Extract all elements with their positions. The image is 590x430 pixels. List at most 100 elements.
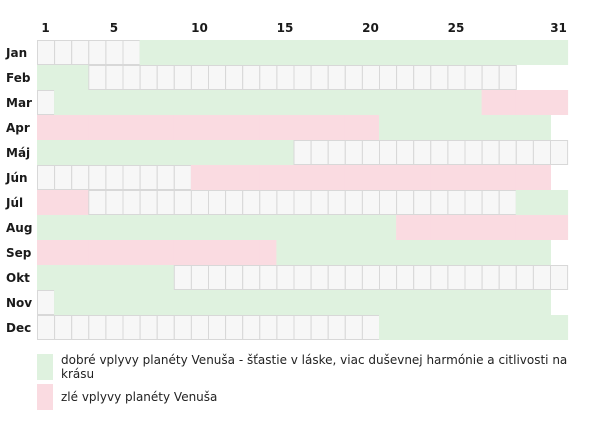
day-cell-good: [344, 90, 363, 115]
day-cell-neutral: [276, 65, 295, 90]
day-cell-good: [208, 40, 227, 65]
day-cell-neutral: [396, 190, 415, 215]
day-cell-neutral: [344, 265, 363, 290]
day-cell-good: [447, 290, 466, 315]
day-cell-good: [327, 40, 346, 65]
day-cell-good: [139, 40, 158, 65]
day-cell-good: [208, 90, 227, 115]
day-cell-good: [276, 40, 295, 65]
day-cell-good: [515, 190, 534, 215]
day-cell-good: [276, 215, 295, 240]
day-cell-neutral: [447, 190, 466, 215]
month-label: Mar: [6, 96, 32, 110]
day-cell-neutral: [464, 265, 483, 290]
day-cell-bad: [447, 165, 466, 190]
day-cell-good: [379, 115, 398, 140]
day-cell-neutral: [54, 315, 73, 340]
day-cell-good: [208, 140, 227, 165]
day-cell-neutral: [71, 40, 90, 65]
day-cell-bad: [173, 115, 192, 140]
day-cell-neutral: [310, 265, 329, 290]
day-cell-bad: [88, 240, 107, 265]
day-cell-good: [122, 90, 141, 115]
day-cell-good: [88, 140, 107, 165]
day-cell-good: [190, 215, 209, 240]
day-cell-bad: [310, 165, 329, 190]
day-cell-neutral: [173, 265, 192, 290]
day-cell-good: [344, 290, 363, 315]
day-cell-bad: [327, 115, 346, 140]
day-cell-neutral: [498, 65, 517, 90]
day-cell-bad: [37, 240, 56, 265]
day-cell-neutral: [498, 190, 517, 215]
day-cell-good: [481, 315, 500, 340]
day-cell-neutral: [122, 165, 141, 190]
day-cell-good: [327, 90, 346, 115]
legend-item-good: dobré vplyvy planéty Venuša - šťastie v …: [37, 353, 590, 381]
day-cell-bad: [71, 115, 90, 140]
day-cell-good: [293, 290, 312, 315]
day-cell-good: [464, 315, 483, 340]
day-tick-label: 10: [191, 21, 208, 35]
day-cell-neutral: [208, 315, 227, 340]
day-cell-bad: [327, 165, 346, 190]
day-cell-good: [208, 215, 227, 240]
day-cell-neutral: [139, 190, 158, 215]
day-cell-good: [122, 290, 141, 315]
day-cell-neutral: [259, 315, 278, 340]
day-cell-bad: [361, 165, 380, 190]
day-cell-good: [464, 40, 483, 65]
day-cell-good: [447, 315, 466, 340]
day-cell-bad: [515, 165, 534, 190]
day-cell-bad: [379, 165, 398, 190]
day-cell-good: [310, 215, 329, 240]
day-cell-neutral: [242, 65, 261, 90]
day-cell-good: [225, 40, 244, 65]
day-cell-good: [54, 215, 73, 240]
day-cell-bad: [208, 115, 227, 140]
day-cell-good: [37, 65, 56, 90]
day-cell-neutral: [413, 140, 432, 165]
day-cell-neutral: [242, 190, 261, 215]
day-cell-neutral: [344, 65, 363, 90]
day-cell-good: [379, 40, 398, 65]
day-cell-good: [532, 290, 552, 315]
day-cell-bad: [276, 115, 295, 140]
day-cell-neutral: [173, 165, 192, 190]
day-cell-good: [481, 290, 500, 315]
day-cell-neutral: [105, 315, 124, 340]
day-cell-good: [293, 90, 312, 115]
day-cell-good: [156, 215, 175, 240]
day-cell-bad: [498, 165, 517, 190]
day-cell-neutral: [105, 65, 124, 90]
day-cell-good: [139, 140, 158, 165]
day-cell-neutral: [293, 315, 312, 340]
day-cell-good: [105, 215, 124, 240]
day-cell-neutral: [532, 265, 552, 290]
day-cell-bad: [413, 165, 432, 190]
day-cell-good: [481, 40, 500, 65]
day-cell-good: [550, 190, 569, 215]
day-cell-neutral: [379, 140, 398, 165]
day-cell-good: [413, 40, 432, 65]
day-cell-good: [225, 90, 244, 115]
day-cell-neutral: [327, 65, 346, 90]
day-cell-good: [515, 40, 534, 65]
day-cell-good: [173, 215, 192, 240]
day-cell-neutral: [122, 40, 141, 65]
day-cell-neutral: [156, 190, 175, 215]
day-cell-neutral: [396, 140, 415, 165]
day-cell-good: [430, 315, 449, 340]
day-cell-neutral: [532, 140, 552, 165]
day-cell-good: [379, 290, 398, 315]
day-cell-good: [447, 90, 466, 115]
day-cell-bad: [481, 215, 500, 240]
day-cell-neutral: [105, 190, 124, 215]
day-cell-neutral: [413, 265, 432, 290]
day-cell-neutral: [310, 65, 329, 90]
day-cell-neutral: [310, 315, 329, 340]
day-cell-good: [310, 90, 329, 115]
day-cell-neutral: [327, 140, 346, 165]
day-cell-bad: [242, 115, 261, 140]
day-cell-neutral: [276, 315, 295, 340]
